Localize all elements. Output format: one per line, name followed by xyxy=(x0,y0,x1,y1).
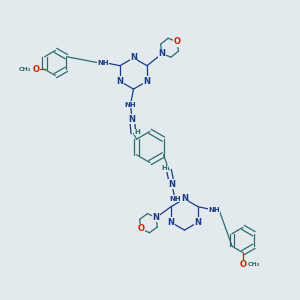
Text: NH: NH xyxy=(125,102,136,108)
Text: CH₃: CH₃ xyxy=(19,67,32,72)
Text: N: N xyxy=(167,218,175,227)
Text: N: N xyxy=(143,77,151,86)
Text: N: N xyxy=(130,53,137,62)
Text: O: O xyxy=(137,224,144,233)
Text: N: N xyxy=(153,213,160,222)
Text: N: N xyxy=(128,115,136,124)
Text: N: N xyxy=(116,77,124,86)
Text: N: N xyxy=(181,194,188,203)
Text: O: O xyxy=(239,260,247,269)
Text: O: O xyxy=(33,65,40,74)
Text: NH: NH xyxy=(169,196,181,202)
Text: H: H xyxy=(162,165,168,171)
Text: N: N xyxy=(194,218,202,227)
Text: NH: NH xyxy=(208,207,220,213)
Text: O: O xyxy=(173,37,181,46)
Text: CH₃: CH₃ xyxy=(248,262,260,267)
Text: NH: NH xyxy=(98,60,109,66)
Text: N: N xyxy=(158,49,166,58)
Text: H: H xyxy=(135,129,141,135)
Text: N: N xyxy=(168,180,175,189)
